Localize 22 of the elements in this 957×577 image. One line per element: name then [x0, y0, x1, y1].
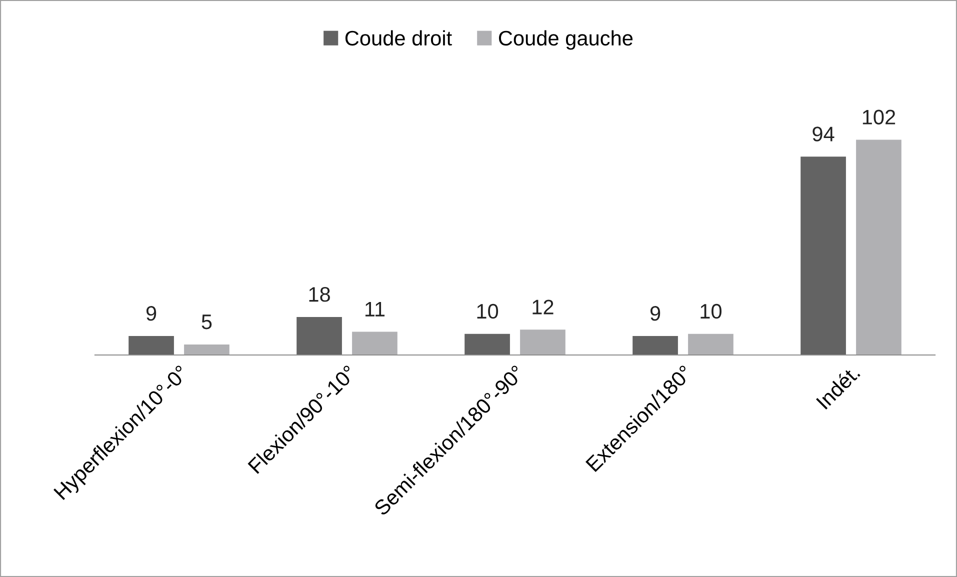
data-label: 9 — [650, 306, 660, 321]
data-label: 11 — [365, 302, 385, 316]
bar — [856, 140, 902, 355]
bar — [688, 334, 734, 355]
data-label: 5 — [202, 314, 212, 330]
bar — [464, 334, 510, 355]
data-label: 12 — [532, 300, 554, 314]
bar — [800, 156, 846, 355]
legend-label: Coude gauche — [498, 30, 633, 50]
bar — [184, 344, 230, 355]
bar — [520, 330, 566, 355]
legend-label: Coude droit — [345, 30, 452, 46]
bar — [632, 336, 678, 355]
bar — [296, 317, 342, 355]
data-label: 10 — [700, 304, 722, 319]
data-label: 102 — [862, 110, 896, 125]
bar — [128, 336, 174, 355]
data-label: 10 — [477, 304, 498, 319]
bar — [352, 332, 398, 355]
data-label: 9 — [146, 306, 156, 321]
data-label: 18 — [309, 287, 330, 302]
data-label: 94 — [812, 126, 834, 142]
